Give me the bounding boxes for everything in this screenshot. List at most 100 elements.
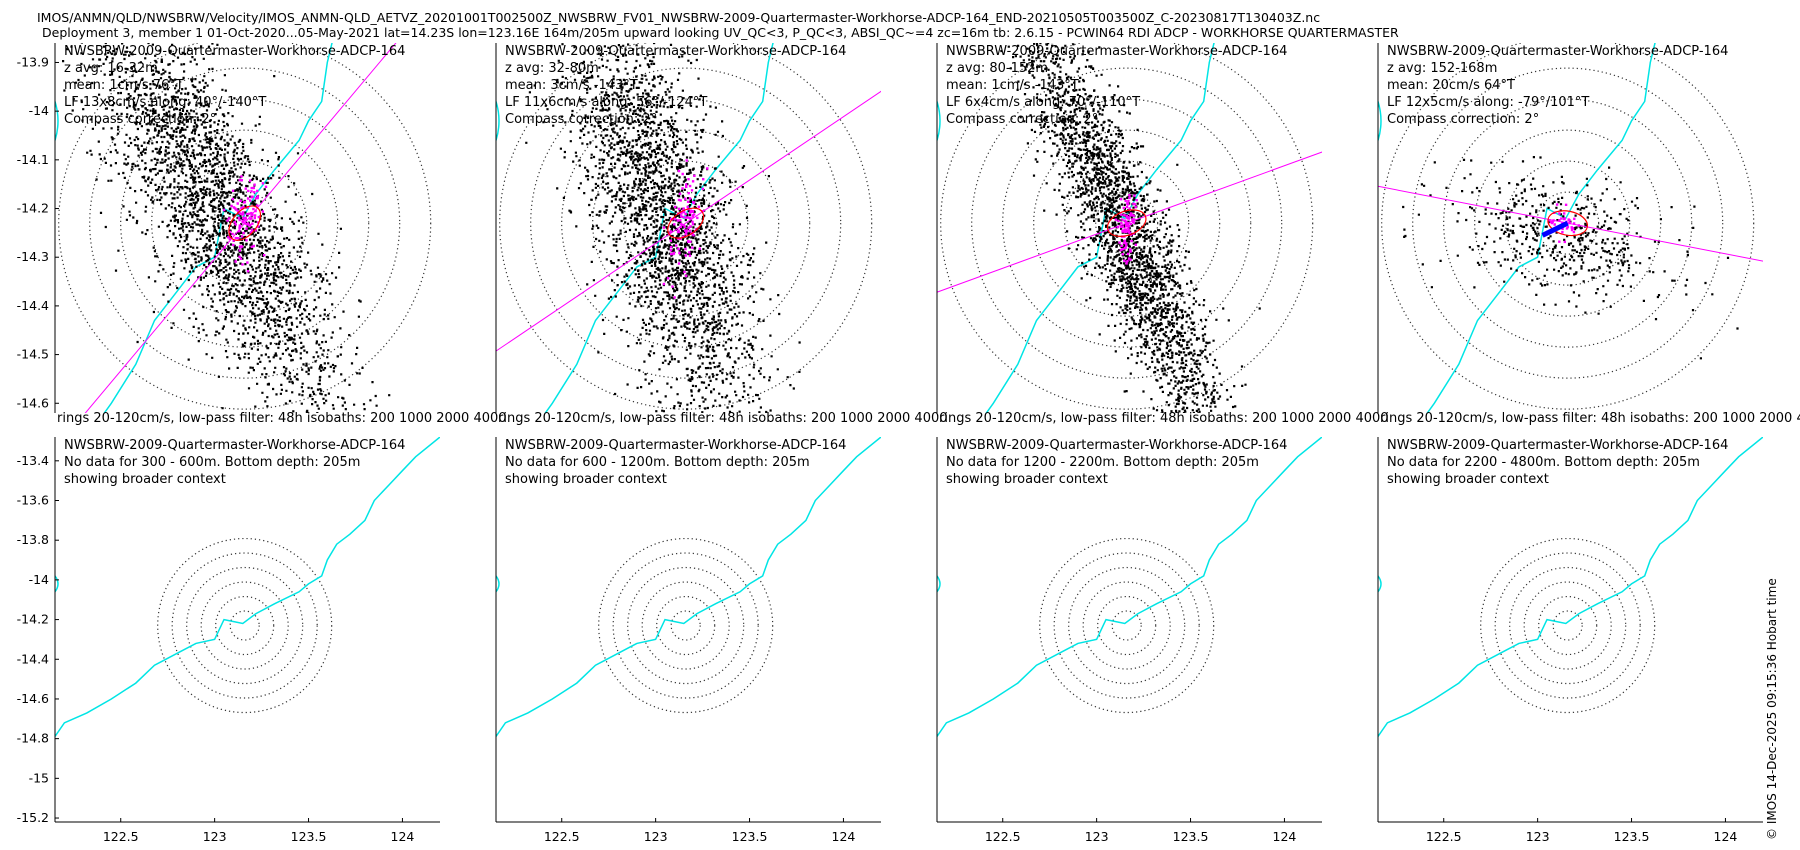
chart-panel-1: -13.9 -14 -14.1 -14.2 -14.3 -14.4 -14.5 -14.6 NW…: [17, 43, 507, 426]
speed-ring: [656, 595, 716, 656]
speed-ring: [1111, 610, 1142, 641]
panel-annotation-line: No data for 300 - 600m. Bottom depth: 20…: [64, 455, 360, 470]
coastline-fragment: [937, 101, 941, 141]
speed-ring: [171, 552, 318, 699]
x-tick-label: 124: [1714, 829, 1738, 844]
speed-ring: [1443, 98, 1693, 348]
x-tick-label: 122.5: [103, 829, 139, 844]
variance-ellipse: [1547, 210, 1589, 237]
coastline: [496, 437, 881, 738]
coastline: [544, 43, 774, 413]
speed-ring: [1505, 160, 1631, 286]
copyright-label-container: © IMOS 14-Dec-2025 09:15:36 Hobart time: [1765, 578, 1779, 840]
x-tick-label: 123: [203, 829, 227, 844]
speed-ring: [157, 537, 333, 714]
y-tick-label: -14.4: [17, 298, 49, 313]
speed-ring: [1494, 552, 1641, 699]
panel-annotation-line: NWSBRW-2009-Quartermaster-Workhorse-ADCP…: [1387, 44, 1728, 59]
panel-annotation-line: No data for 2200 - 4800m. Bottom depth: …: [1387, 455, 1700, 470]
x-tick-label: 122.5: [544, 829, 580, 844]
velocity-scatter: [1000, 43, 1261, 413]
panel-annotation-line: mean: 1cm/s 76°T: [64, 78, 184, 93]
y-tick-label: -14.1: [17, 152, 49, 167]
speed-ring: [627, 566, 745, 685]
panel-annotation-line: No data for 600 - 1200m. Bottom depth: 2…: [505, 455, 810, 470]
y-tick-label: -13.4: [17, 453, 49, 468]
velocity-scatter: [525, 43, 801, 413]
panel-footer: rings 20-120cm/s, low-pass filter: 48h i…: [57, 411, 507, 426]
coastline-fragment: [55, 101, 59, 141]
speed-ring: [1082, 581, 1171, 670]
y-tick-label: -13.8: [17, 532, 49, 547]
y-tick-label: -13.9: [17, 54, 49, 69]
speed-ring: [213, 191, 277, 255]
coastline: [985, 43, 1215, 413]
principal-axis-line: [937, 151, 1322, 293]
coastline: [1426, 43, 1656, 413]
speed-ring: [499, 43, 873, 410]
speed-ring: [1480, 537, 1656, 714]
panel-annotation-line: z avg: 152-168m: [1387, 61, 1497, 76]
variance-ellipse: [228, 205, 262, 241]
x-tick-label: 123: [1526, 829, 1550, 844]
plot-area: [496, 43, 881, 413]
speed-ring: [1552, 610, 1583, 641]
speed-ring: [1538, 595, 1598, 656]
speed-ring: [1064, 160, 1190, 286]
coastline: [55, 437, 440, 738]
chart-panel-8: 122.5 123 123.5 124 NWSBRW-2009-Quartermaste…: [1377, 437, 1763, 844]
speed-ring: [1068, 566, 1186, 685]
x-tick-label: 124: [832, 829, 856, 844]
variance-ellipse: [1106, 209, 1147, 237]
speed-ring: [940, 43, 1314, 410]
plot-area: [1378, 437, 1763, 738]
coastline-fragment: [496, 101, 500, 141]
file-path-header: IMOS/ANMN/QLD/NWSBRW/Velocity/IMOS_ANMN-…: [37, 10, 1321, 25]
lowpass-scatter: [662, 159, 709, 299]
coastline: [103, 43, 333, 413]
x-tick-label: 123: [1085, 829, 1109, 844]
panel-annotation-line: Compass correction: 2°: [946, 112, 1098, 127]
plot-area: [1378, 43, 1763, 413]
y-tick-label: -14.3: [17, 249, 49, 264]
speed-ring: [182, 160, 308, 286]
panel-annotation-line: NWSBRW-2009-Quartermaster-Workhorse-ADCP…: [1387, 438, 1728, 453]
speed-ring: [186, 566, 304, 685]
panel-annotation-line: mean: 20cm/s 64°T: [1387, 78, 1515, 93]
copyright-label: © IMOS 14-Dec-2025 09:15:36 Hobart time: [1765, 578, 1779, 840]
y-tick-label: -14.2: [17, 612, 49, 627]
variance-ellipse: [667, 207, 705, 239]
speed-ring: [561, 98, 811, 348]
coastline-fragment: [1378, 575, 1382, 593]
speed-ring: [1523, 581, 1612, 670]
chart-panel-2: NWSBRW-2009-Quartermaster-Workhorse-ADCP…: [495, 43, 948, 426]
plot-area: [937, 43, 1322, 413]
coastline-fragment: [496, 575, 500, 593]
panel-annotation-line: NWSBRW-2009-Quartermaster-Workhorse-ADCP…: [64, 438, 405, 453]
speed-ring: [151, 129, 339, 317]
y-tick-label: -14.6: [17, 395, 49, 410]
speed-ring: [229, 610, 260, 641]
principal-axis-line: [496, 90, 881, 352]
speed-ring: [1536, 191, 1600, 255]
speed-ring: [641, 581, 730, 670]
speed-ring: [670, 610, 701, 641]
panel-annotation-line: LF 13x8cm/s along: 40°/-140°T: [64, 95, 266, 110]
speed-ring: [215, 595, 275, 656]
x-tick-label: 124: [1273, 829, 1297, 844]
panel-footer: rings 20-120cm/s, low-pass filter: 48h i…: [1380, 411, 1800, 426]
panel-annotation-line: showing broader context: [505, 472, 667, 487]
x-tick-label: 123.5: [732, 829, 768, 844]
speed-ring: [612, 552, 759, 699]
panel-annotation-line: NWSBRW-2009-Quartermaster-Workhorse-ADCP…: [64, 44, 405, 59]
speed-ring: [1509, 566, 1627, 685]
speed-ring: [598, 537, 774, 714]
y-tick-label: -15.2: [17, 810, 49, 825]
speed-ring: [1097, 595, 1157, 656]
speed-ring: [1002, 98, 1252, 348]
panel-annotation-line: z avg: 32-80m: [505, 61, 599, 76]
speed-ring: [1474, 129, 1662, 317]
chart-panel-4: NWSBRW-2009-Quartermaster-Workhorse-ADCP…: [1377, 43, 1800, 426]
speed-ring: [1033, 129, 1221, 317]
